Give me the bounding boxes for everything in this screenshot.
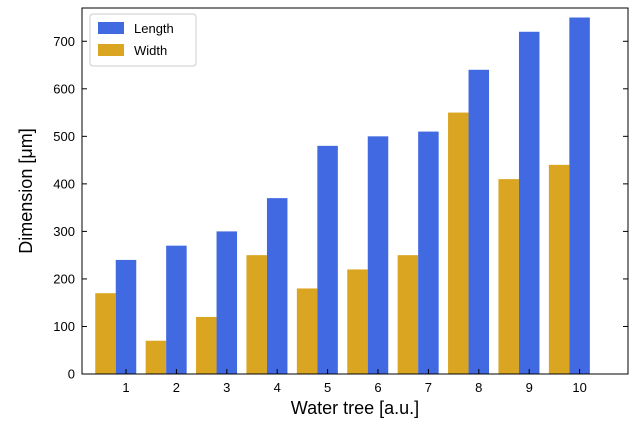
x-tick-label-10: 10 <box>572 380 586 395</box>
bar-width-8 <box>448 112 469 374</box>
bar-length-4 <box>266 198 288 374</box>
bar-length-10 <box>569 17 590 374</box>
y-tick-label-100: 100 <box>53 319 75 334</box>
bar-length-6 <box>367 136 389 374</box>
x-tick-label-5: 5 <box>324 380 331 395</box>
bar-width-2 <box>145 340 167 374</box>
legend: Length Width <box>89 13 197 67</box>
y-axis-label: Dimension [μm] <box>16 128 36 253</box>
bar-length-2 <box>166 245 187 374</box>
x-tick-label-7: 7 <box>425 380 432 395</box>
bar-width-10 <box>548 164 570 374</box>
bar-width-6 <box>347 269 368 374</box>
legend-label-width: Width <box>134 43 167 58</box>
bar-width-3 <box>196 316 217 374</box>
legend-label-length: Length <box>134 21 174 36</box>
bar-length-5 <box>317 145 338 374</box>
y-tick-label-400: 400 <box>53 176 75 191</box>
bars-layer <box>95 17 590 375</box>
x-tick-label-8: 8 <box>475 380 482 395</box>
legend-swatch-width <box>98 44 124 56</box>
bar-length-7 <box>418 131 439 374</box>
x-tick-label-2: 2 <box>173 380 180 395</box>
plot-frame <box>81 7 629 375</box>
bar-length-9 <box>518 31 540 375</box>
x-tick-label-9: 9 <box>526 380 533 395</box>
y-tick-label-300: 300 <box>53 224 75 239</box>
y-tick-label-600: 600 <box>53 81 75 96</box>
y-tick-label-700: 700 <box>53 34 75 49</box>
legend-swatch-length <box>98 22 124 34</box>
bar-width-1 <box>95 293 116 374</box>
y-tick-label-200: 200 <box>53 271 75 286</box>
bar-width-9 <box>498 179 519 374</box>
x-tick-label-4: 4 <box>274 380 281 395</box>
bar-length-8 <box>468 69 490 374</box>
bar-length-3 <box>216 231 238 374</box>
bar-width-4 <box>246 255 267 374</box>
bar-width-7 <box>397 255 419 374</box>
bar-width-5 <box>296 288 318 374</box>
x-tick-label-3: 3 <box>223 380 230 395</box>
bar-length-1 <box>115 259 137 374</box>
y-tick-label-500: 500 <box>53 129 75 144</box>
x-tick-label-1: 1 <box>122 380 129 395</box>
x-axis-label: Water tree [a.u.] <box>291 398 419 418</box>
x-tick-label-6: 6 <box>374 380 381 395</box>
y-tick-label-0: 0 <box>68 367 75 382</box>
